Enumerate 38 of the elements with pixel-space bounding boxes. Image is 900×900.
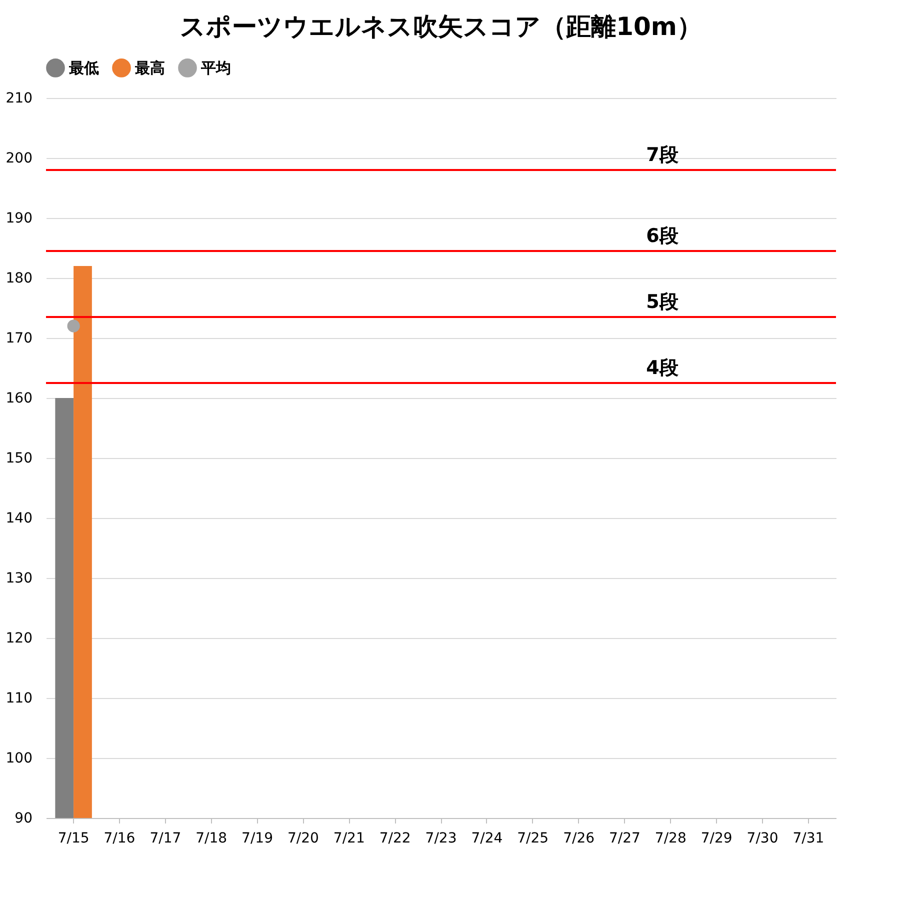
ref-line-label: 6段 [646,225,680,247]
x-tick-label: 7/25 [517,830,549,846]
y-tick-label: 180 [6,270,32,286]
y-tick-label: 210 [6,90,32,106]
ref-line-label: 7段 [646,144,680,166]
x-tick-label: 7/16 [104,830,136,846]
y-tick-label: 120 [6,630,32,646]
y-tick-label: 130 [6,570,32,586]
x-tick-label: 7/17 [150,830,182,846]
y-tick-label: 200 [6,150,32,166]
y-tick-label: 100 [6,750,32,766]
x-tick-label: 7/20 [287,830,319,846]
x-tick-label: 7/26 [563,830,595,846]
ref-line-label: 5段 [646,291,680,313]
ref-line-label: 4段 [646,357,680,379]
x-tick-label: 7/24 [471,830,503,846]
x-tick-label: 7/31 [792,830,824,846]
chart-title: スポーツウエルネス吹矢スコア（距離10m） [180,12,702,41]
legend-label: 平均 [200,58,231,77]
x-tick-label: 7/19 [242,830,274,846]
x-tick-label: 7/21 [333,830,365,846]
x-tick-label: 7/27 [608,830,640,846]
y-tick-label: 150 [6,450,32,466]
y-tick-label: 170 [6,330,32,346]
x-tick-label: 7/18 [196,830,228,846]
legend-label: 最高 [134,58,165,77]
x-tick-label: 7/15 [58,830,90,846]
y-tick-label: 90 [14,810,32,826]
x-tick-label: 7/29 [700,830,732,846]
legend-label: 最低 [68,58,99,77]
y-tick-label: 190 [6,210,32,226]
x-tick-label: 7/22 [379,830,411,846]
x-tick-label: 7/30 [746,830,778,846]
y-tick-label: 160 [6,390,32,406]
y-tick-label: 110 [6,690,32,706]
y-tick-label: 140 [6,510,32,526]
x-tick-label: 7/23 [425,830,457,846]
x-tick-label: 7/28 [654,830,686,846]
